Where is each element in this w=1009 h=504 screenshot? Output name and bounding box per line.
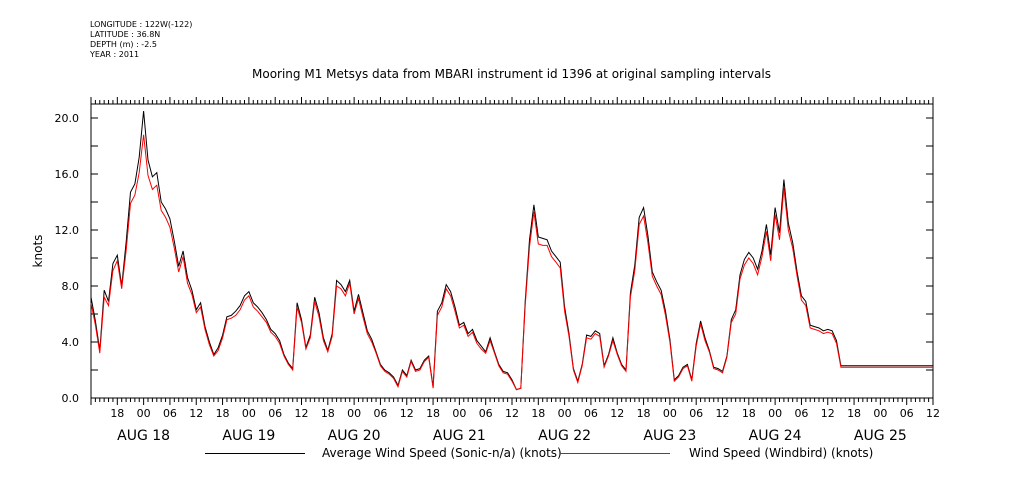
legend-line-series1 — [205, 453, 305, 454]
x-tick-label: 06 — [794, 407, 808, 420]
x-tick-label: 00 — [663, 407, 677, 420]
x-tick-label: 00 — [768, 407, 782, 420]
x-tick-label: 12 — [189, 407, 203, 420]
x-day-label: AUG 21 — [433, 428, 486, 444]
x-day-label: AUG 18 — [117, 428, 170, 444]
legend-label-series2: Wind Speed (Windbird) (knots) — [689, 446, 874, 460]
x-tick-label: 12 — [926, 407, 940, 420]
x-tick-label: 06 — [268, 407, 282, 420]
x-tick-label: 18 — [216, 407, 230, 420]
x-tick-label: 06 — [900, 407, 914, 420]
x-day-label: AUG 23 — [643, 428, 696, 444]
x-tick-label: 06 — [163, 407, 177, 420]
y-tick-label: 4.0 — [62, 336, 80, 349]
legend-label-series1: Average Wind Speed (Sonic-n/a) (knots) — [322, 446, 562, 460]
x-tick-label: 06 — [584, 407, 598, 420]
chart-title: Mooring M1 Metsys data from MBARI instru… — [252, 67, 771, 81]
x-tick-label: 06 — [373, 407, 387, 420]
metadata-block: LONGITUDE : 122W(-122) LATITUDE : 36.8N … — [90, 20, 192, 60]
x-tick-label: 18 — [531, 407, 545, 420]
x-day-label: AUG 19 — [222, 428, 275, 444]
legend-line-series2 — [560, 453, 670, 454]
x-tick-label: 12 — [821, 407, 835, 420]
x-tick-label: 18 — [321, 407, 335, 420]
x-tick-label: 18 — [110, 407, 124, 420]
x-tick-label: 18 — [426, 407, 440, 420]
x-tick-label: 00 — [452, 407, 466, 420]
x-tick-label: 06 — [689, 407, 703, 420]
x-day-label: AUG 24 — [749, 428, 802, 444]
plot-frame — [90, 103, 934, 399]
latitude-label: LATITUDE : 36.8N — [90, 30, 161, 39]
y-tick-label: 20.0 — [55, 112, 80, 125]
depth-label: DEPTH (m) : -2.5 — [90, 40, 157, 49]
series-line-1 — [90, 110, 933, 391]
y-tick-label: 12.0 — [55, 224, 80, 237]
x-tick-label: 12 — [610, 407, 624, 420]
y-tick-label: 16.0 — [55, 168, 80, 181]
x-day-label: AUG 22 — [538, 428, 591, 444]
x-tick-label: 06 — [479, 407, 493, 420]
x-tick-label: 12 — [716, 407, 730, 420]
x-tick-label: 12 — [400, 407, 414, 420]
x-tick-label: 12 — [505, 407, 519, 420]
x-day-label: AUG 25 — [854, 428, 907, 444]
y-tick-label: 0.0 — [62, 392, 80, 405]
x-tick-label: 00 — [347, 407, 361, 420]
x-tick-label: 18 — [847, 407, 861, 420]
x-day-label: AUG 20 — [328, 428, 381, 444]
longitude-label: LONGITUDE : 122W(-122) — [90, 20, 193, 29]
x-tick-label: 00 — [242, 407, 256, 420]
year-label: YEAR : 2011 — [90, 50, 140, 59]
y-axis-label: knots — [31, 235, 45, 268]
x-tick-label: 00 — [558, 407, 572, 420]
x-tick-label: 00 — [137, 407, 151, 420]
y-tick-label: 8.0 — [62, 280, 80, 293]
x-tick-label: 18 — [742, 407, 756, 420]
legend: Average Wind Speed (Sonic-n/a) (knots) W… — [0, 444, 1009, 464]
x-tick-label: 12 — [295, 407, 309, 420]
series-line-2 — [90, 134, 933, 391]
x-tick-label: 00 — [873, 407, 887, 420]
x-tick-label: 18 — [637, 407, 651, 420]
